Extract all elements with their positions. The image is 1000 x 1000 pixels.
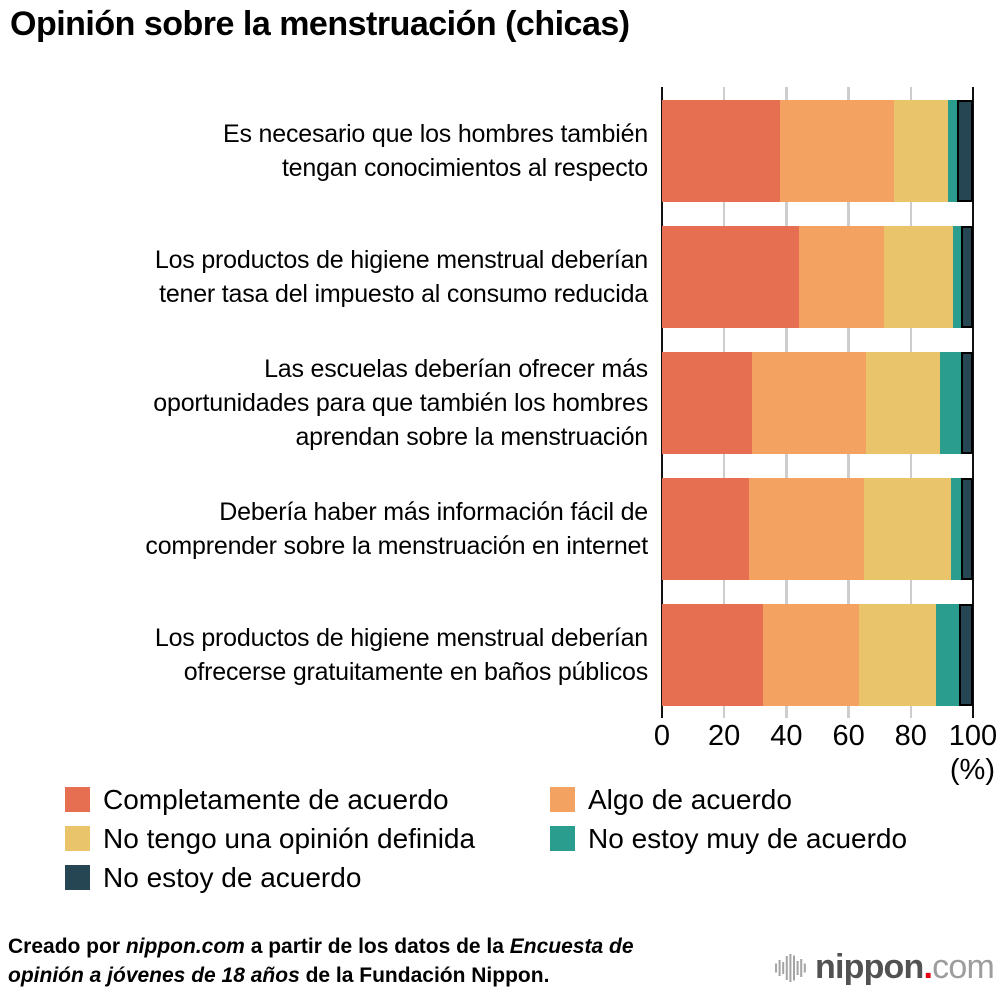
source-note-line: Creado por nippon.com a partir de los da… [8, 932, 634, 961]
category-row: Los productos de higiene menstrual deber… [0, 226, 973, 328]
category-row: Debería haber más información fácil de c… [0, 478, 973, 580]
source-note-text: Encuesta de [509, 935, 634, 958]
legend-swatch [65, 787, 90, 812]
bar-segment [859, 604, 936, 706]
bar-segment [662, 604, 764, 706]
bar-segment [951, 478, 961, 580]
bar-segment [940, 352, 961, 454]
category-row: Las escuelas deberían ofrecer más oportu… [0, 352, 973, 454]
bar-rows: Es necesario que los hombres también ten… [0, 100, 973, 730]
bar-segment [935, 604, 959, 706]
chart-title: Opinión sobre la menstruación (chicas) [10, 5, 630, 43]
stacked-bar [662, 100, 973, 202]
legend-item: No estoy de acuerdo [65, 862, 550, 893]
legend-item: No tengo una opinión definida [65, 823, 550, 854]
legend-label: Completamente de acuerdo [103, 783, 449, 815]
bar-segment [893, 100, 949, 202]
logo-text-dot: . [923, 948, 933, 986]
nippon-logo: nippon.com [774, 948, 995, 987]
soundwave-circle-icon [775, 953, 806, 982]
bar-segment [957, 100, 973, 202]
category-label: Es necesario que los hombres también ten… [223, 120, 648, 182]
legend-item: Completamente de acuerdo [65, 784, 550, 815]
legend-item: No estoy muy de acuerdo [550, 823, 907, 854]
category-label: Los productos de higiene menstrual deber… [154, 624, 648, 686]
x-tick-label: 80 [894, 720, 927, 752]
legend-swatch [550, 826, 575, 851]
legend-label: No estoy de acuerdo [103, 861, 362, 893]
x-axis-unit-label: (%) [949, 754, 995, 786]
source-note: Creado por nippon.com a partir de los da… [8, 932, 634, 990]
source-note-text: de la Fundación Nippon. [299, 964, 550, 987]
source-note-text: a partir de los datos de la [244, 935, 510, 958]
legend-swatch [65, 826, 90, 851]
category-label: Los productos de higiene menstrual deber… [154, 246, 648, 308]
stacked-bar [662, 352, 973, 454]
bar-segment [798, 226, 885, 328]
stacked-bar [662, 604, 973, 706]
legend-label: Algo de acuerdo [588, 783, 792, 815]
x-tick-label: 100 [948, 720, 998, 752]
source-note-line: opinión a jóvenes de 18 años de la Funda… [8, 961, 634, 990]
bar-segment [960, 478, 973, 580]
bar-segment [752, 352, 866, 454]
category-row: Los productos de higiene menstrual deber… [0, 604, 973, 706]
bar-segment [662, 100, 781, 202]
source-note-text: opinión a jóvenes de 18 años [8, 964, 300, 987]
logo-wordmark: nippon.com [815, 948, 995, 987]
bar-segment [960, 352, 973, 454]
bar-segment [662, 226, 799, 328]
x-axis-labels: 0 20 40 60 80 100 [654, 720, 997, 754]
bar-segment [948, 100, 958, 202]
x-tick-label: 40 [770, 720, 803, 752]
legend-swatch [65, 865, 90, 890]
bar-segment [662, 352, 753, 454]
bar-segment [958, 604, 973, 706]
bar-segment [864, 478, 952, 580]
category-row: Es necesario que los hombres también ten… [0, 100, 973, 202]
legend-item: Algo de acuerdo [550, 784, 907, 815]
logo-text-nippon: nippon [815, 948, 924, 986]
y-axis-line-100 [971, 87, 975, 718]
stacked-bar [662, 478, 973, 580]
legend-label: No tengo una opinión definida [103, 822, 476, 854]
bar-segment [662, 478, 750, 580]
bar-segment [780, 100, 894, 202]
legend-label: No estoy muy de acuerdo [588, 822, 908, 854]
bar-segment [865, 352, 941, 454]
bar-segment [749, 478, 865, 580]
category-label: Debería haber más información fácil de c… [145, 498, 648, 560]
legend: Completamente de acuerdo Algo de acuerdo N… [65, 784, 907, 893]
stacked-bar [662, 226, 973, 328]
category-label: Las escuelas deberían ofrecer más oportu… [153, 355, 648, 451]
bar-segment [884, 226, 953, 328]
bar-segment [960, 226, 973, 328]
x-tick-label: 60 [832, 720, 865, 752]
logo-text-com: com [932, 948, 995, 986]
legend-swatch [550, 787, 575, 812]
x-tick-label: 20 [708, 720, 741, 752]
bar-segment [763, 604, 860, 706]
source-note-text: Creado por [8, 935, 126, 958]
source-note-text: nippon.com [125, 935, 245, 958]
x-tick-label: 0 [653, 720, 671, 752]
bar-segment [952, 226, 961, 328]
